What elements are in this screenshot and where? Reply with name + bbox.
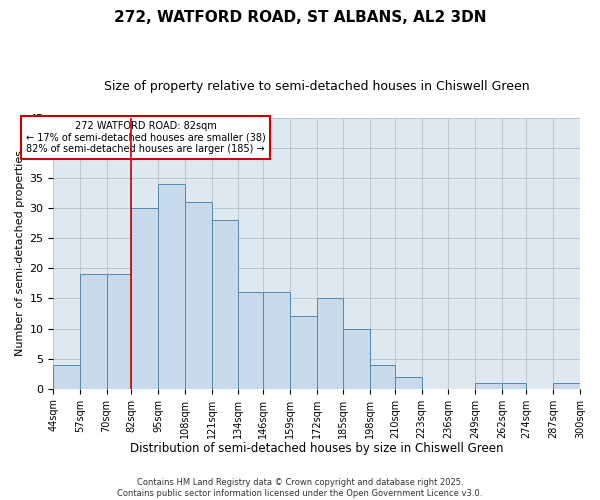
Bar: [475, 382, 502, 388]
Bar: [290, 316, 317, 388]
Bar: [502, 382, 526, 388]
Bar: [238, 292, 263, 388]
Text: 272, WATFORD ROAD, ST ALBANS, AL2 3DN: 272, WATFORD ROAD, ST ALBANS, AL2 3DN: [114, 10, 486, 25]
Bar: [343, 328, 370, 388]
Bar: [317, 298, 343, 388]
Text: 272 WATFORD ROAD: 82sqm
← 17% of semi-detached houses are smaller (38)
82% of se: 272 WATFORD ROAD: 82sqm ← 17% of semi-de…: [26, 121, 266, 154]
Bar: [107, 274, 131, 388]
Bar: [395, 376, 422, 388]
Text: Contains HM Land Registry data © Crown copyright and database right 2025.
Contai: Contains HM Land Registry data © Crown c…: [118, 478, 482, 498]
Bar: [370, 364, 395, 388]
X-axis label: Distribution of semi-detached houses by size in Chiswell Green: Distribution of semi-detached houses by …: [130, 442, 503, 455]
Bar: [263, 292, 290, 388]
Y-axis label: Number of semi-detached properties: Number of semi-detached properties: [15, 150, 25, 356]
Bar: [553, 382, 580, 388]
Title: Size of property relative to semi-detached houses in Chiswell Green: Size of property relative to semi-detach…: [104, 80, 529, 93]
Bar: [131, 208, 158, 388]
Bar: [212, 220, 238, 388]
Bar: [185, 202, 212, 388]
Bar: [158, 184, 185, 388]
Bar: [80, 274, 107, 388]
Bar: [53, 364, 80, 388]
